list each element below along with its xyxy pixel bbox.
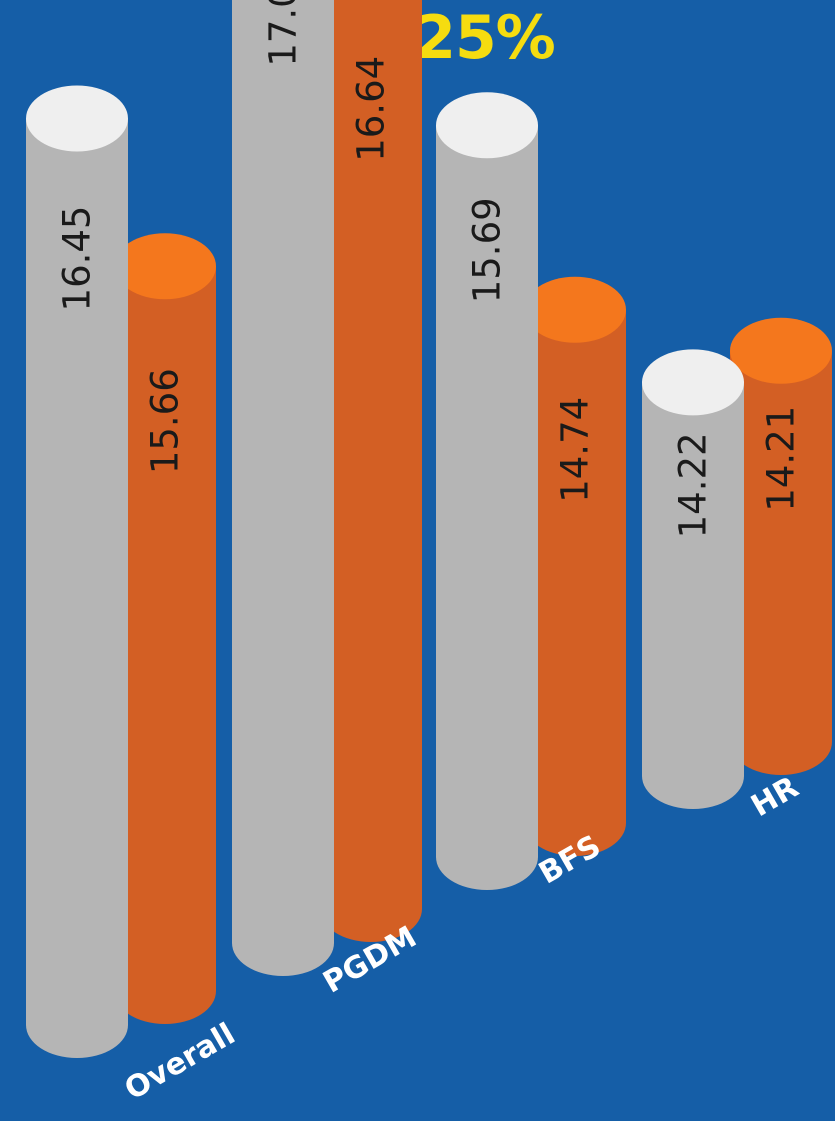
bar-series-b-bfs: 14.74 — [524, 276, 626, 856]
bar-series-b-pgdm: 16.64 — [320, 0, 422, 942]
cylinder-body — [524, 309, 626, 856]
value-label: 14.21 — [760, 406, 803, 512]
cylinder-top — [524, 276, 626, 343]
cylinder-top — [730, 317, 832, 384]
bar-series-a-pgdm: 17.01 — [232, 0, 334, 976]
bar-series-a-hr: 14.22 — [642, 349, 744, 809]
value-label: 15.69 — [466, 197, 509, 303]
bar-series-a-overall: 16.45 — [26, 85, 128, 1058]
cylinder-body — [436, 125, 538, 891]
bar-series-a-bfs: 15.69 — [436, 92, 538, 891]
category-label-overall: Overall — [119, 1017, 241, 1108]
cylinder-body — [642, 382, 744, 809]
cylinder-group: 14.21 14.22 14.74 15.69 16.64 17.01 15.66 16.45 — [26, 0, 832, 1058]
cylinder-body — [232, 0, 334, 976]
cylinder-body — [26, 118, 128, 1058]
cylinder-top — [114, 233, 216, 300]
value-label: 17.01 — [262, 0, 305, 67]
value-label: 16.64 — [350, 56, 393, 162]
value-label: 14.74 — [554, 397, 597, 503]
value-label: 15.66 — [144, 368, 187, 474]
cylinder-top — [26, 85, 128, 152]
value-label: 16.45 — [56, 206, 99, 312]
cylinder-body — [114, 266, 216, 1024]
cylinder-top — [436, 92, 538, 159]
cylinder-body — [320, 0, 422, 942]
cylinder-top — [642, 349, 744, 416]
bar-series-b-overall: 15.66 — [114, 233, 216, 1024]
value-label: 14.22 — [672, 432, 715, 538]
cylinder-body — [730, 350, 832, 775]
bar-series-b-hr: 14.21 — [730, 317, 832, 775]
category-label-hr: HR — [745, 770, 804, 824]
